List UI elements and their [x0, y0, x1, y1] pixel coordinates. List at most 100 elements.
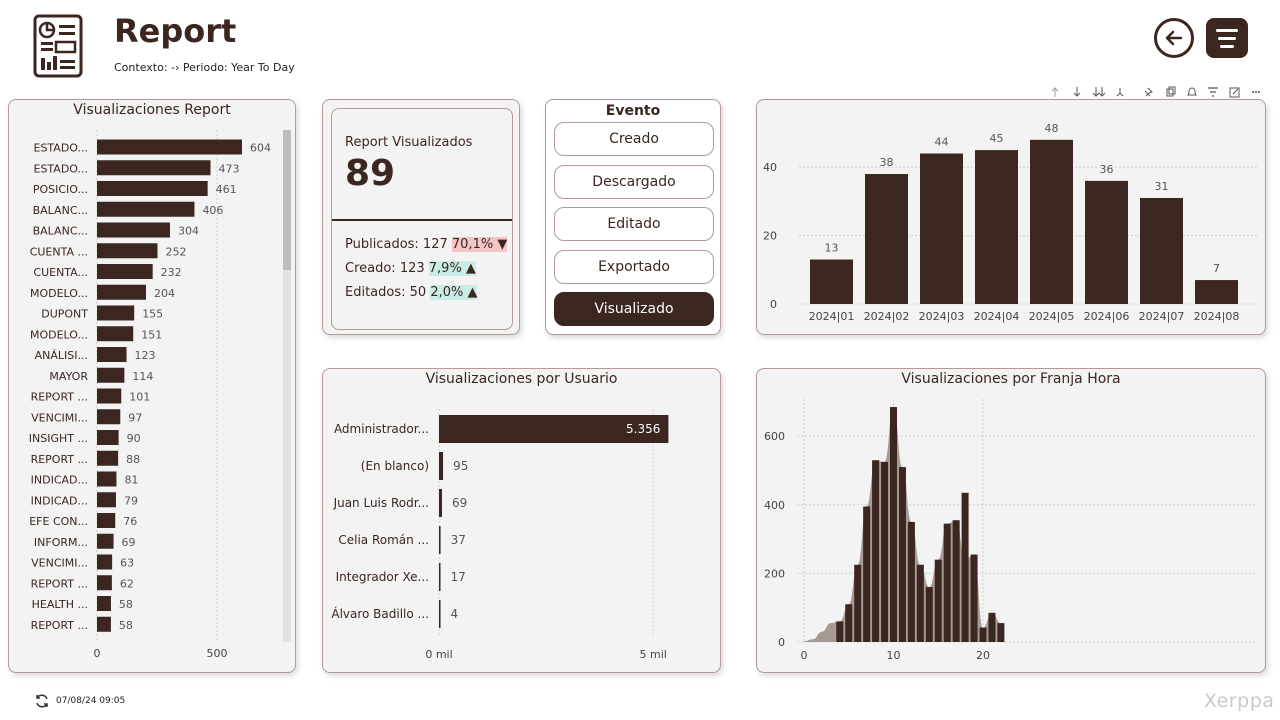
bar-category-label: INDICAD...	[31, 494, 88, 507]
visualizaciones-report-card: Visualizaciones Report 0 500 ESTADO... 604 E…	[8, 99, 296, 673]
bar-value-label: 48	[1045, 122, 1059, 135]
visual-header-toolbar	[1048, 84, 1268, 98]
bell-icon[interactable]	[1187, 87, 1197, 96]
x-tick-label: 500	[207, 647, 228, 660]
evento-option-editado[interactable]: Editado	[554, 207, 714, 241]
last-refresh-timestamp: 07/08/24 09:05	[56, 696, 126, 706]
bar-category-label: REPORT ...	[31, 391, 88, 404]
bar	[988, 612, 996, 642]
por-usuario-title: Visualizaciones por Usuario	[425, 371, 618, 387]
por-usuario-card: Visualizaciones por Usuario 0 mil 5 mil Ad…	[322, 368, 721, 673]
bar	[1140, 197, 1183, 304]
scrollbar-thumb[interactable]	[283, 130, 291, 270]
bar	[881, 461, 889, 642]
bar-category-label: Álvaro Badillo ...	[331, 606, 429, 621]
kpi-row-delta: 2,0% ▲	[430, 285, 478, 300]
drill-icon[interactable]	[1116, 88, 1124, 97]
bar	[97, 575, 112, 591]
pin-icon[interactable]	[1144, 87, 1153, 97]
bar-value-label: 304	[178, 225, 199, 238]
bar-value-label: 37	[451, 533, 466, 547]
bar-category-label: VENCIMI...	[31, 411, 88, 424]
arrow-up-icon[interactable]	[1051, 87, 1059, 97]
bar	[97, 284, 146, 300]
bar-value-label: 38	[880, 156, 894, 169]
kpi-row: Publicados: 127 70,1% ▼	[345, 237, 513, 261]
bar	[439, 600, 441, 628]
franja-hora-title: Visualizaciones por Franja Hora	[901, 371, 1121, 387]
visualizaciones-report-chart: 0 500 ESTADO... 604 ESTADO... 473 POSICIO... 46…	[29, 130, 271, 660]
bar	[97, 181, 208, 196]
x-tick-label: 0 mil	[425, 648, 452, 661]
bar-value-label: 151	[141, 328, 162, 341]
bar-value-label: 406	[202, 204, 223, 217]
bar-value-label: 58	[119, 619, 133, 632]
bar	[943, 523, 951, 642]
x-tick-label: 2024|06	[1084, 310, 1130, 323]
bar	[934, 559, 942, 642]
bar-value-label: 69	[452, 496, 467, 510]
franja-hora-chart: 0 200 400 600 0 10 20	[764, 399, 1257, 662]
bar-value-label: 13	[825, 242, 839, 255]
more-icon[interactable]	[1252, 91, 1260, 93]
focus-icon[interactable]	[1229, 87, 1240, 98]
bar-category-label: REPORT ...	[31, 619, 88, 632]
bar	[97, 554, 113, 570]
bar	[97, 616, 111, 632]
bar	[97, 139, 242, 155]
copy-icon[interactable]	[1166, 86, 1176, 97]
bar-category-label: ESTADO...	[34, 162, 89, 175]
kpi-divider	[332, 219, 512, 221]
x-tick-label: 2024|02	[864, 310, 910, 323]
bar-category-label: HEALTH ...	[32, 598, 88, 611]
bar	[97, 222, 170, 238]
bar	[439, 415, 669, 443]
filter-icon[interactable]	[1208, 87, 1218, 97]
bar-value-label: 7	[1213, 262, 1220, 275]
bar	[920, 153, 963, 304]
bar	[97, 388, 122, 404]
bar-category-label: Juan Luis Rodr...	[333, 496, 429, 510]
evento-option-exportado[interactable]: Exportado	[554, 249, 714, 284]
bar-value-label: 5.356	[626, 422, 660, 436]
evento-slicer-card: Evento Creado Descargado Editado Exportado V…	[545, 99, 721, 335]
bar	[97, 367, 125, 383]
bar	[439, 452, 444, 480]
bar	[97, 305, 135, 321]
bar-value-label: 31	[1155, 180, 1169, 193]
back-button[interactable]	[1154, 18, 1194, 58]
y-tick-label: 0	[778, 636, 785, 649]
menu-icon-line	[1218, 36, 1236, 40]
menu-button[interactable]	[1206, 18, 1248, 58]
arrow-left-icon	[1165, 30, 1183, 46]
y-tick-label: 40	[763, 161, 777, 174]
bar	[979, 627, 987, 642]
bar-category-label: ANÁLISI...	[35, 349, 88, 362]
x-tick-label: 2024|05	[1029, 310, 1075, 323]
kpi-value: 89	[345, 153, 396, 194]
bar	[907, 521, 915, 642]
x-tick-label: 2024|07	[1139, 310, 1185, 323]
x-tick-label: 2024|03	[919, 310, 965, 323]
arrow-down-icon[interactable]	[1073, 87, 1081, 97]
bar	[970, 554, 978, 642]
bar	[1195, 280, 1238, 304]
visualizaciones-report-title: Visualizaciones Report	[73, 102, 231, 118]
bar	[97, 264, 153, 279]
scrollbar-track[interactable]	[283, 130, 291, 642]
kpi-label: Report Visualizados	[345, 135, 473, 150]
bar	[97, 409, 121, 425]
bar-value-label: 69	[122, 536, 136, 549]
evento-option-descargado[interactable]: Descargado	[554, 164, 714, 199]
evento-option-visualizado[interactable]: Visualizado	[554, 292, 714, 326]
y-tick-label: 20	[763, 230, 777, 243]
evento-option-creado[interactable]: Creado	[554, 122, 714, 156]
bar-category-label: BALANC...	[33, 225, 88, 238]
bar	[97, 596, 111, 611]
x-tick-label: 2024|01	[809, 310, 855, 323]
por-usuario-chart: 0 mil 5 mil Administrador... 5.356 (En blanc…	[331, 409, 669, 661]
double-arrow-down-icon[interactable]	[1092, 87, 1106, 97]
bar	[975, 150, 1018, 304]
bar	[439, 526, 441, 554]
refresh-icon[interactable]	[34, 693, 50, 709]
